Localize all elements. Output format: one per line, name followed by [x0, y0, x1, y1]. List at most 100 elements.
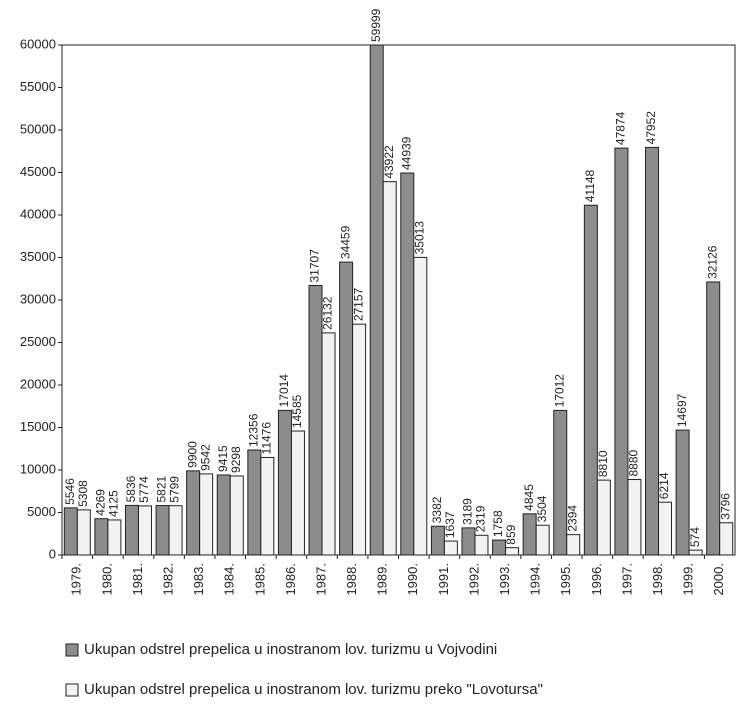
- bar: [675, 429, 690, 556]
- bar: [94, 518, 109, 556]
- x-tick-label: 1984.: [222, 563, 237, 596]
- value-label: 41148: [583, 169, 597, 202]
- x-tick-label: 1996.: [589, 563, 604, 596]
- value-label: 6214: [657, 472, 671, 499]
- y-tick-label: 40000: [20, 206, 56, 221]
- y-tick-label: 35000: [20, 249, 56, 264]
- x-tick-label: 1999.: [681, 563, 696, 596]
- y-tick-label: 45000: [20, 164, 56, 179]
- bar: [413, 256, 428, 556]
- bar: [688, 549, 703, 556]
- bar: [290, 430, 305, 556]
- value-label: 17012: [552, 374, 566, 408]
- x-tick-label: 1991.: [436, 563, 451, 596]
- value-label: 5836: [124, 475, 138, 502]
- value-label: 574: [688, 527, 702, 547]
- value-label: 44939: [399, 136, 413, 170]
- legend-label: Ukupan odstrel prepelica u inostranom lo…: [84, 681, 543, 698]
- value-label: 17014: [277, 374, 291, 408]
- y-tick-label: 60000: [20, 36, 56, 51]
- value-label: 2394: [565, 505, 579, 532]
- value-label: 27157: [351, 287, 365, 321]
- value-label: 47952: [644, 111, 658, 145]
- x-tick-label: 1988.: [344, 563, 359, 596]
- bar: [596, 479, 611, 556]
- x-tick-label: 1989.: [375, 563, 390, 596]
- x-tick-label: 1986.: [283, 563, 298, 596]
- value-label: 32126: [705, 245, 719, 279]
- x-tick-label: 1994.: [528, 563, 543, 596]
- value-label: 11476: [260, 422, 274, 455]
- bar: [627, 479, 642, 556]
- bar: [505, 547, 520, 556]
- bar: [277, 409, 292, 556]
- x-tick-label: 1990.: [405, 563, 420, 596]
- bar: [260, 456, 275, 556]
- value-label: 3189: [461, 498, 475, 525]
- y-tick-label: 10000: [20, 461, 56, 476]
- legend-label: Ukupan odstrel prepelica u inostranom lo…: [84, 641, 497, 658]
- bar: [168, 505, 183, 556]
- bar: [63, 507, 78, 556]
- bar: [566, 534, 581, 556]
- value-label: 5821: [155, 476, 169, 503]
- value-label: 26132: [321, 296, 335, 330]
- bar: [137, 505, 152, 556]
- value-label: 1637: [443, 511, 457, 538]
- x-tick-label: 1992.: [466, 563, 481, 596]
- value-label: 34459: [338, 225, 352, 259]
- value-label: 8880: [627, 449, 641, 476]
- bar: [535, 524, 550, 556]
- bar: [247, 449, 262, 556]
- bar: [645, 146, 660, 556]
- x-tick-label: 1979.: [69, 563, 84, 596]
- value-label: 14585: [290, 394, 304, 428]
- value-label: 59999: [369, 8, 383, 42]
- x-tick-label: 1980.: [99, 563, 114, 596]
- x-tick-label: 1998.: [650, 563, 665, 596]
- legend-swatch: [65, 643, 79, 657]
- value-label: 2319: [474, 505, 488, 532]
- value-label: 3382: [430, 496, 444, 523]
- value-label: 43922: [382, 145, 396, 179]
- bar: [76, 509, 91, 556]
- bar: [352, 323, 367, 556]
- y-tick-label: 50000: [20, 121, 56, 136]
- bar: [474, 534, 489, 556]
- x-tick-label: 1985.: [252, 563, 267, 596]
- bar: [199, 473, 214, 556]
- bar: [155, 505, 170, 556]
- bar: [553, 409, 568, 556]
- value-label: 14697: [675, 393, 689, 427]
- y-tick-label: 55000: [20, 79, 56, 94]
- value-label: 12356: [247, 413, 261, 447]
- y-tick-label: 0: [49, 546, 56, 561]
- value-label: 5308: [76, 480, 90, 507]
- bar: [583, 204, 598, 556]
- bar: [186, 470, 201, 556]
- value-label: 4125: [107, 490, 121, 517]
- value-label: 8810: [596, 450, 610, 477]
- bar: [321, 332, 336, 556]
- x-tick-label: 1997.: [619, 563, 634, 596]
- x-tick-label: 1981.: [130, 563, 145, 596]
- y-tick-label: 5000: [27, 504, 56, 519]
- value-label: 1758: [491, 510, 505, 537]
- value-label: 859: [504, 524, 518, 544]
- y-tick-label: 20000: [20, 376, 56, 391]
- value-label: 4845: [522, 484, 536, 511]
- bar: [443, 540, 458, 556]
- bar: [124, 504, 139, 556]
- x-tick-label: 1982.: [161, 563, 176, 596]
- bar: [706, 281, 721, 556]
- value-label: 5774: [137, 476, 151, 503]
- x-tick-label: 2000.: [711, 563, 726, 596]
- bar: [107, 519, 122, 556]
- legend-swatch: [65, 683, 79, 697]
- value-label: 3504: [535, 495, 549, 522]
- value-label: 35013: [412, 221, 426, 255]
- bar: [216, 474, 231, 556]
- x-tick-label: 1983.: [191, 563, 206, 596]
- bar: [614, 147, 629, 556]
